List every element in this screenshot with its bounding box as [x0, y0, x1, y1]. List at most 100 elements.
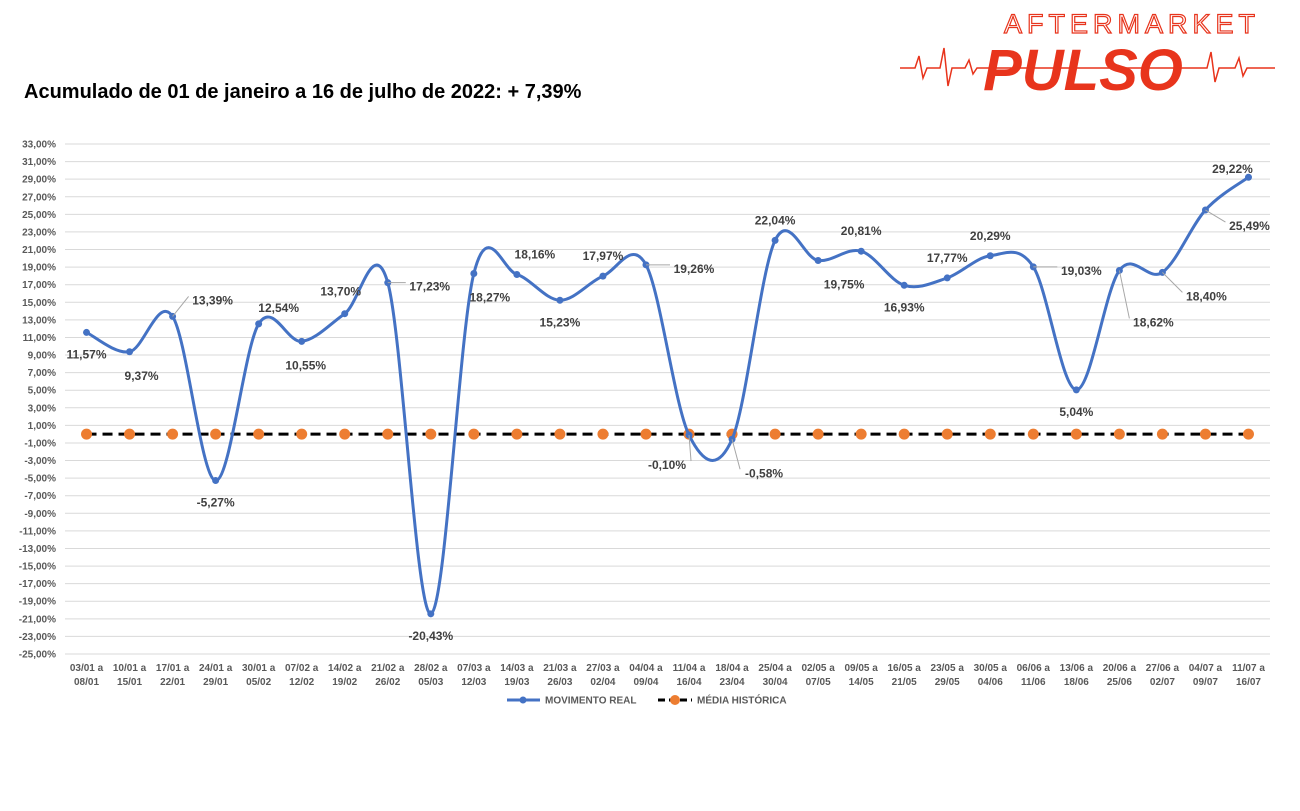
media-historica-point — [511, 428, 523, 440]
x-tick-label: 11/07 a — [1232, 663, 1265, 674]
y-tick-label: -15,00% — [19, 562, 56, 573]
movimento-real-point — [255, 320, 263, 328]
y-tick-label: 11,00% — [23, 333, 56, 344]
y-tick-label: -21,00% — [19, 614, 56, 625]
data-label: 13,39% — [192, 293, 233, 307]
y-tick-label: -5,00% — [24, 474, 56, 485]
data-label: 18,40% — [1186, 289, 1227, 303]
x-tick-label: 30/05 a — [974, 663, 1008, 674]
movimento-real-line — [85, 176, 1250, 616]
media-historica-point — [339, 428, 351, 440]
x-tick-label: 21/05 — [892, 677, 917, 688]
legend: MOVIMENTO REAL MÉDIA HISTÓRICA — [507, 694, 787, 707]
aftermarket-pulso-logo: AFTERMARKET PULSO — [900, 8, 1275, 98]
x-tick-label: 16/07 — [1236, 677, 1261, 688]
y-tick-label: 13,00% — [22, 315, 56, 326]
data-label: 22,04% — [755, 213, 796, 227]
x-tick-label: 04/07 a — [1189, 663, 1223, 674]
media-historica-point — [855, 428, 867, 440]
data-labels: 11,57% 9,37% 13,39% -5,27% 12,54% 10,55% 13,70… — [66, 162, 1270, 643]
page-headline: Acumulado de 01 de janeiro a 16 de julho… — [24, 81, 582, 103]
data-label: -0,58% — [745, 466, 783, 480]
y-tick-label: 25,00% — [22, 210, 56, 221]
y-tick-label: 23,00% — [22, 227, 56, 238]
data-label-leader — [1205, 209, 1226, 223]
data-label: 10,55% — [285, 358, 326, 372]
movimento-real-point — [126, 348, 134, 356]
x-tick-label: 04/04 a — [629, 663, 663, 674]
x-tick-label: 21/02 a — [371, 663, 405, 674]
data-label-leader — [1118, 270, 1130, 319]
x-tick-label: 05/03 — [418, 677, 443, 688]
x-tick-label: 07/02 a — [285, 663, 319, 674]
movimento-real-point — [900, 281, 908, 289]
media-historica-point — [382, 428, 394, 440]
y-tick-label: -7,00% — [24, 491, 56, 502]
data-label: 18,62% — [1133, 315, 1174, 329]
media-historica-point — [1070, 428, 1082, 440]
x-tick-label: 18/04 a — [715, 663, 749, 674]
movimento-real-point — [599, 272, 607, 280]
x-tick-label: 24/01 a — [199, 663, 233, 674]
y-tick-label: 31,00% — [22, 157, 56, 168]
data-label-leader — [172, 296, 189, 317]
x-tick-label: 19/02 — [332, 677, 357, 688]
data-label: 12,54% — [258, 301, 299, 315]
x-tick-label: 30/01 a — [242, 663, 276, 674]
y-tick-label: 17,00% — [22, 280, 56, 291]
x-tick-label: 19/03 — [504, 677, 529, 688]
data-label: 19,75% — [824, 278, 865, 292]
legend-marker-media — [670, 695, 680, 705]
movimento-real-point — [943, 274, 951, 282]
x-tick-label: 16/05 a — [888, 663, 922, 674]
x-tick-label: 23/05 a — [931, 663, 965, 674]
data-label: 11,57% — [66, 347, 106, 361]
movimento-real-point — [513, 270, 521, 278]
x-tick-label: 30/04 — [763, 677, 788, 688]
x-tick-label: 29/01 — [203, 677, 228, 688]
x-tick-label: 04/06 — [978, 677, 1003, 688]
x-tick-label: 02/07 — [1150, 677, 1175, 688]
data-label: 5,04% — [1059, 405, 1093, 419]
x-tick-label: 18/06 — [1064, 677, 1089, 688]
x-tick-label: 02/05 a — [801, 663, 835, 674]
y-tick-label: 9,00% — [28, 351, 56, 362]
x-tick-label: 03/01 a — [70, 663, 104, 674]
media-historica-point — [984, 428, 996, 440]
x-tick-label: 14/05 — [849, 677, 874, 688]
data-label: 17,23% — [409, 280, 450, 294]
x-tick-label: 06/06 a — [1017, 663, 1051, 674]
media-historica-point — [1156, 428, 1168, 440]
y-tick-label: 5,00% — [28, 386, 56, 397]
y-tick-label: 29,00% — [22, 175, 56, 186]
x-tick-label: 10/01 a — [113, 663, 147, 674]
y-tick-label: 21,00% — [22, 245, 56, 256]
media-historica-point — [425, 428, 437, 440]
x-tick-label: 02/04 — [590, 677, 615, 688]
media-historica-point — [468, 428, 480, 440]
x-tick-label: 25/04 a — [758, 663, 792, 674]
media-historica-point — [253, 428, 265, 440]
x-axis-ticks: 03/01 a 08/01 10/01 a 15/01 17/01 a 22/01 24/0… — [70, 663, 1265, 688]
data-label: 18,27% — [469, 291, 510, 305]
data-label: 17,77% — [927, 251, 968, 265]
movimento-real-point — [857, 247, 865, 255]
media-historica-point — [81, 428, 93, 440]
x-tick-label: 22/01 — [160, 677, 185, 688]
y-tick-label: 3,00% — [28, 403, 56, 414]
data-label: 18,16% — [515, 247, 556, 261]
movimento-real-point — [83, 328, 91, 336]
series-media-historica — [81, 428, 1254, 440]
x-tick-label: 07/05 — [806, 677, 831, 688]
data-label: 17,97% — [583, 249, 624, 263]
data-label: 29,22% — [1212, 162, 1253, 176]
x-tick-label: 09/07 — [1193, 677, 1218, 688]
x-tick-label: 21/03 a — [543, 663, 577, 674]
media-historica-point — [1113, 428, 1125, 440]
movimento-real-point — [341, 310, 349, 318]
data-label: 25,49% — [1229, 219, 1270, 233]
media-historica-point — [640, 428, 652, 440]
data-label: -20,43% — [408, 629, 453, 643]
data-label: 9,37% — [125, 369, 159, 383]
y-tick-label: -13,00% — [19, 544, 56, 555]
